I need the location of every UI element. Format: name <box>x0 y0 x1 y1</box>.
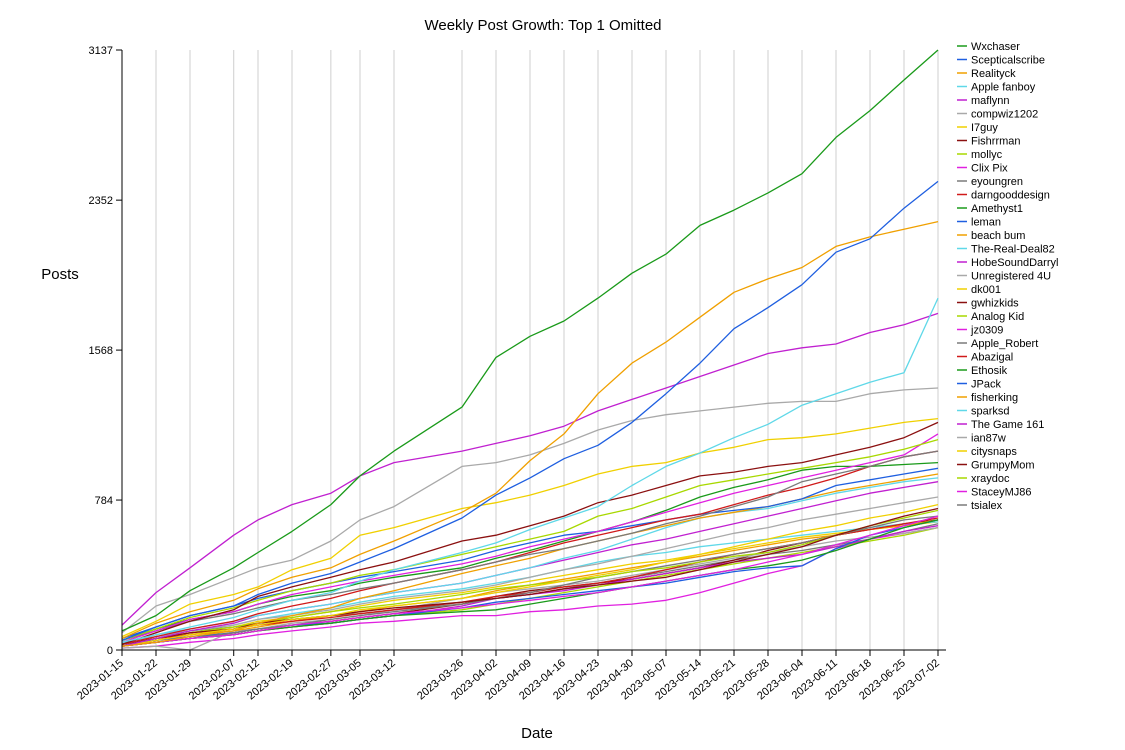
legend-label: compwiz1202 <box>971 109 1038 121</box>
series-line-scepticalscribe <box>121 180 939 642</box>
series-line-darngooddesign <box>121 450 939 645</box>
legend-label: Scepticalscribe <box>971 55 1045 67</box>
legend-label: JPack <box>971 379 1001 391</box>
legend-label: Ethosik <box>971 365 1008 377</box>
legend-label: The-Real-Deal82 <box>971 244 1055 256</box>
series-line-eyoungren <box>121 450 939 642</box>
series-line-beach-bum <box>121 473 939 647</box>
series-line-mollyc <box>121 438 939 642</box>
y-axis-label: Posts <box>41 266 79 283</box>
y-tick-label: 2352 <box>89 195 113 207</box>
series-line-wxchaser <box>121 49 939 632</box>
series-line-fishrrman <box>121 421 939 645</box>
y-tick-label: 3137 <box>89 45 113 57</box>
series-lines <box>121 49 939 651</box>
series-line-clix-pix <box>121 433 939 643</box>
legend-label: dk001 <box>971 284 1001 296</box>
series-line-leman <box>121 467 939 640</box>
legend-label: xraydoc <box>971 473 1010 485</box>
legend-label: eyoungren <box>971 176 1023 188</box>
legend-label: darngooddesign <box>971 190 1050 202</box>
legend-label: I7guy <box>971 122 998 134</box>
y-tick-label: 784 <box>95 495 113 507</box>
series-line-realityck <box>121 220 939 640</box>
legend-label: The Game 161 <box>971 419 1044 431</box>
legend-label: sparksd <box>971 406 1010 418</box>
legend-label: Abazigal <box>971 352 1013 364</box>
series-line-citysnaps <box>121 521 939 645</box>
series-line-i7guy <box>121 417 939 638</box>
series-line-the-real-deal82 <box>121 477 939 643</box>
legend-label: jz0309 <box>970 325 1003 337</box>
legend-label: citysnaps <box>971 446 1017 458</box>
series-line-maflynn <box>121 312 939 626</box>
legend-label: Amethyst1 <box>971 203 1023 215</box>
legend-label: GrumpyMom <box>971 460 1035 472</box>
series-line-fisherking <box>121 519 939 647</box>
y-tick-label: 0 <box>107 645 113 657</box>
legend-label: Unregistered 4U <box>971 271 1051 283</box>
legend-label: ian87w <box>971 433 1006 445</box>
legend-label: HobeSoundDarryl <box>971 257 1058 269</box>
legend-label: tsialex <box>971 500 1003 512</box>
legend-label: Analog Kid <box>971 311 1024 323</box>
legend-label: Wxchaser <box>971 41 1020 53</box>
y-tick-label: 1568 <box>89 345 113 357</box>
axes: 2023-01-152023-01-222023-01-292023-02-07… <box>75 45 946 702</box>
series-line-apple-robert <box>121 515 939 647</box>
series-line-compwiz1202 <box>121 387 939 634</box>
legend-label: beach bum <box>971 230 1025 242</box>
legend-label: StaceyMJ86 <box>971 487 1032 499</box>
series-line-apple-fanboy <box>121 297 939 643</box>
series-line-jz0309 <box>121 515 939 647</box>
legend-label: gwhizkids <box>971 298 1019 310</box>
grid-lines <box>121 50 939 650</box>
legend-label: Apple_Robert <box>971 338 1038 350</box>
legend-label: mollyc <box>971 149 1003 161</box>
series-line-dk001 <box>121 503 939 647</box>
legend-label: Apple fanboy <box>971 82 1036 94</box>
legend-label: leman <box>971 217 1001 229</box>
legend-label: maflynn <box>971 95 1010 107</box>
legend-label: Fishrrman <box>971 136 1021 148</box>
legend-label: Clix Pix <box>971 163 1008 175</box>
legend-label: Realityck <box>971 68 1016 80</box>
legend-label: fisherking <box>971 392 1018 404</box>
chart-title: Weekly Post Growth: Top 1 Omitted <box>424 17 661 34</box>
series-line-unregistered-4u <box>121 496 939 645</box>
x-axis-label: Date <box>521 725 553 742</box>
